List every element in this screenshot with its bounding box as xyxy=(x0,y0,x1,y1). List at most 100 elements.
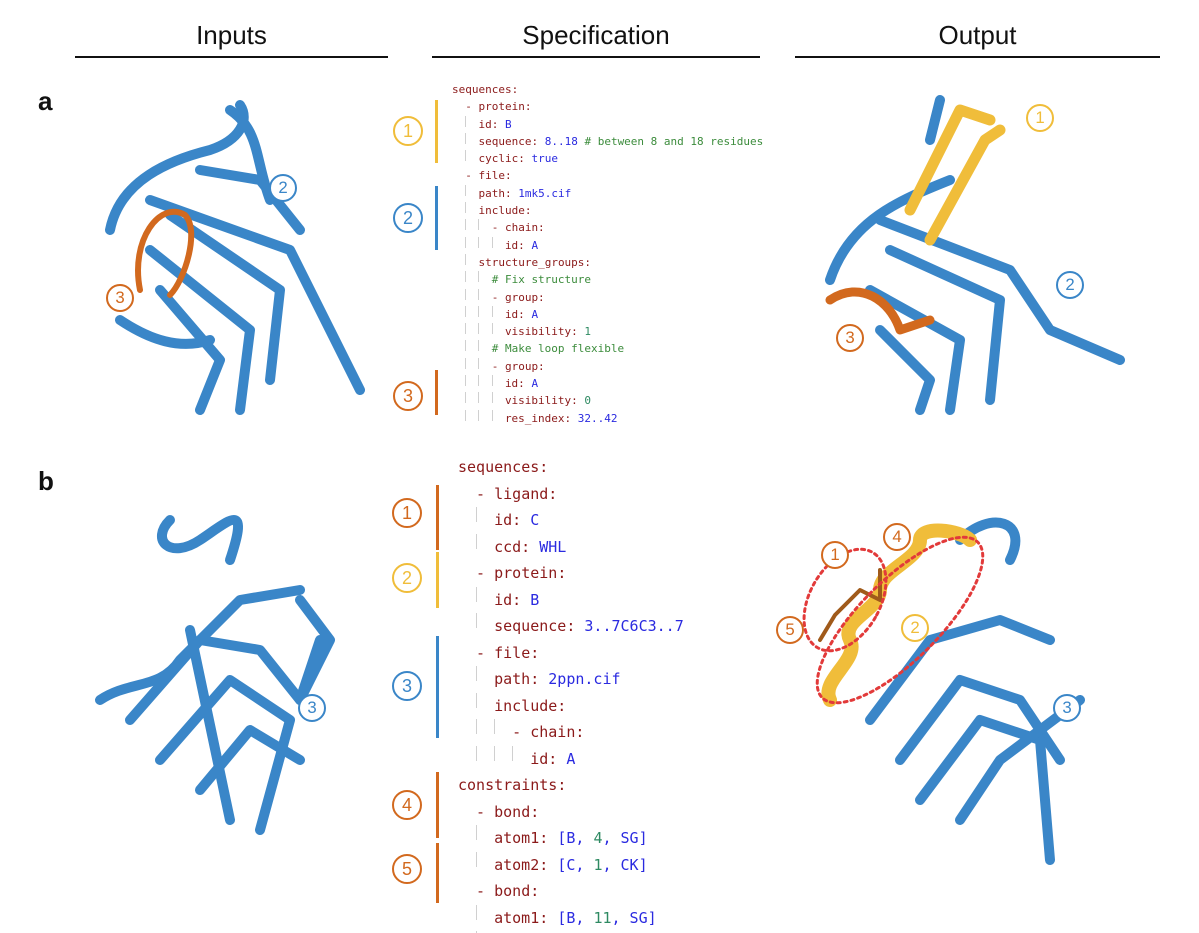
code-token: [B, xyxy=(557,829,594,847)
protein-b-input xyxy=(95,515,335,835)
code-line: atom2: [C, 1, CH] xyxy=(458,931,684,933)
code-line: - file: xyxy=(458,640,684,667)
code-line: path: 1mk5.cif xyxy=(452,184,763,202)
code-token: id: xyxy=(504,238,532,252)
output-label-b-4: 4 xyxy=(883,523,911,551)
header-inputs: Inputs xyxy=(196,20,267,50)
code-token: 8..18 xyxy=(544,134,578,148)
code-line: sequences: xyxy=(458,454,684,481)
code-token: 32..42 xyxy=(577,411,618,425)
dotted-region-2 xyxy=(815,535,985,705)
input-label-a-3: 3 xyxy=(106,284,134,312)
code-line: # Fix structure xyxy=(452,271,763,288)
spec-bracket-bar xyxy=(436,636,439,738)
code-line: cyclic: true xyxy=(452,150,763,167)
peptide-a-output xyxy=(904,104,1006,246)
code-token: 3..7C6C3..7 xyxy=(584,617,684,635)
code-token: A xyxy=(566,749,576,768)
code-token: path: xyxy=(494,670,549,688)
panel-label-b: b xyxy=(38,466,54,496)
protein-b-output xyxy=(865,517,1085,865)
code-token: 11 xyxy=(593,908,612,927)
code-line: id: A xyxy=(458,745,684,773)
code-token: visibility: xyxy=(504,394,585,408)
code-token: , SG] xyxy=(611,908,657,927)
input-label-a-2: 2 xyxy=(269,174,297,202)
protein-a-output xyxy=(825,95,1125,415)
code-token: # Fix structure xyxy=(491,273,592,287)
code-token: 0 xyxy=(584,394,592,408)
code-token: visibility: xyxy=(504,325,585,339)
code-token: WHL xyxy=(539,537,567,556)
code-token: - group: xyxy=(491,290,545,304)
ligand-b-output xyxy=(818,568,882,642)
spec-bracket-bar xyxy=(436,772,439,838)
protein-a-input xyxy=(105,100,365,415)
code-line: - protein: xyxy=(458,560,684,587)
code-token: - group: xyxy=(491,359,545,373)
spec-marker-b-4: 4 xyxy=(392,790,422,820)
code-line: include: xyxy=(452,202,763,219)
code-line: # Make loop flexible xyxy=(452,340,763,357)
code-line: - ligand: xyxy=(458,481,684,508)
code-line: - chain: xyxy=(458,719,684,746)
output-label-b-2: 2 xyxy=(901,614,929,642)
code-line: id: A xyxy=(452,236,763,254)
code-token: sequence: xyxy=(478,134,545,148)
code-token: ccd: xyxy=(494,537,540,556)
code-token: cyclic: xyxy=(478,152,532,166)
code-token: include: xyxy=(478,204,532,218)
code-token: sequences: xyxy=(452,83,519,96)
code-line: id: B xyxy=(452,115,763,133)
spec-marker-a-2: 2 xyxy=(393,203,423,233)
code-token: id: xyxy=(478,117,505,131)
code-token: - bond: xyxy=(476,882,540,900)
code-line: - file: xyxy=(452,167,763,184)
spec-bracket-bar xyxy=(435,100,438,163)
output-label-b-5: 5 xyxy=(776,616,804,644)
code-token: id: xyxy=(494,511,531,529)
code-line: - group: xyxy=(452,357,763,375)
code-line: atom1: [B, 11, SG] xyxy=(458,904,684,932)
output-label-a-3: 3 xyxy=(836,324,864,352)
code-line: sequence: 3..7C6C3..7 xyxy=(458,613,684,640)
code-token: true xyxy=(531,152,558,166)
code-line: - bond: xyxy=(458,799,684,826)
input-label-b-3: 3 xyxy=(298,694,326,722)
code-line: id: B xyxy=(458,586,684,614)
code-line: structure_groups: xyxy=(452,253,763,271)
code-token: atom2: xyxy=(494,855,558,874)
header-rule-inputs xyxy=(75,56,388,58)
spec-bracket-bar xyxy=(436,485,439,550)
code-token: B xyxy=(530,590,540,609)
spec-bracket-bar xyxy=(436,552,439,608)
code-token: - file: xyxy=(476,643,540,662)
code-line: id: A xyxy=(452,375,763,392)
spec-bracket-bar xyxy=(436,843,439,903)
code-token: A xyxy=(531,307,539,321)
code-line: ccd: WHL xyxy=(458,533,684,561)
spec-marker-b-5: 5 xyxy=(392,854,422,884)
code-token: id: xyxy=(504,307,532,321)
code-token: - protein: xyxy=(476,564,567,582)
code-token: 4 xyxy=(593,829,603,847)
code-token: # Make loop flexible xyxy=(491,342,625,356)
header-rule-output xyxy=(795,56,1160,58)
code-token: - ligand: xyxy=(476,484,558,503)
code-line: id: C xyxy=(458,507,684,534)
code-token: # between 8 and 18 residues xyxy=(577,134,764,148)
code-line: atom2: [C, 1, CK] xyxy=(458,851,684,879)
spec-marker-b-2: 2 xyxy=(392,563,422,593)
code-token: 2ppn.cif xyxy=(548,670,621,688)
code-token: [B, xyxy=(557,908,594,927)
code-token: - chain: xyxy=(512,723,585,741)
code-line: sequence: 8..18 # between 8 and 18 resid… xyxy=(452,132,764,150)
code-token: A xyxy=(531,238,539,252)
code-line: - bond: xyxy=(458,878,684,905)
header-output: Output xyxy=(938,20,1017,50)
header-rule-specification xyxy=(432,56,760,58)
header-specification: Specification xyxy=(522,20,670,50)
code-token: - protein: xyxy=(465,100,532,114)
